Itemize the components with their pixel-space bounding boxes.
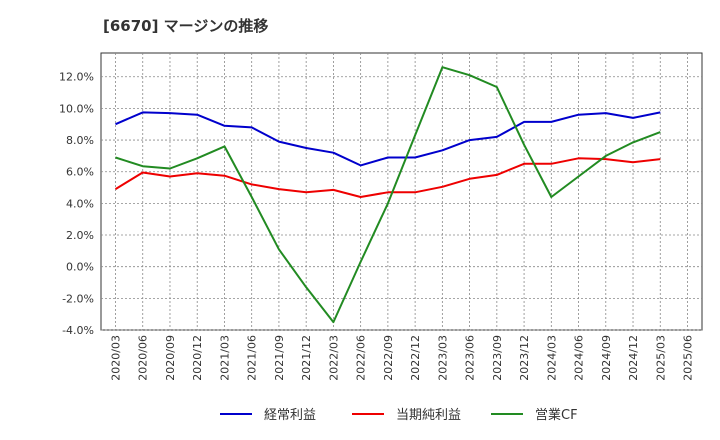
x-tick-label: 2023/03 bbox=[436, 335, 449, 381]
x-tick-label: 2023/09 bbox=[491, 335, 504, 381]
x-tick-label: 2020/03 bbox=[110, 335, 123, 381]
chart-title: [6670] マージンの推移 bbox=[103, 17, 268, 35]
x-tick-label: 2022/03 bbox=[327, 335, 340, 381]
x-tick-label: 2022/06 bbox=[355, 335, 368, 381]
y-tick-label: -2.0% bbox=[62, 292, 94, 305]
x-tick-label: 2024/06 bbox=[573, 335, 586, 381]
y-tick-label: 12.0% bbox=[59, 71, 94, 84]
x-tick-label: 2020/09 bbox=[164, 335, 177, 381]
x-tick-label: 2023/12 bbox=[518, 335, 531, 381]
series-line-1 bbox=[115, 111, 661, 167]
series-line-2 bbox=[114, 157, 661, 198]
plot-area: -4.0% -2.0% 0.0% 2.0% 4.0% 6.0% 8.0% 10.0% 12.0%… bbox=[59, 52, 703, 381]
y-tick-label: 6.0% bbox=[66, 166, 94, 179]
y-tick-label: 4.0% bbox=[66, 197, 94, 210]
x-tick-label: 2021/09 bbox=[273, 335, 286, 381]
series-line-3 bbox=[115, 66, 661, 324]
legend-label: 当期純利益 bbox=[396, 408, 461, 423]
y-tick-label: 2.0% bbox=[66, 229, 94, 242]
y-tick-label: 0.0% bbox=[66, 261, 94, 274]
y-tick-label: 10.0% bbox=[59, 102, 94, 115]
x-tick-label: 2024/12 bbox=[627, 335, 640, 381]
x-tick-label: 2021/12 bbox=[300, 335, 313, 381]
x-tick-label: 2025/06 bbox=[682, 335, 695, 381]
x-tick-label: 2021/03 bbox=[218, 335, 231, 381]
legend-label: 営業CF bbox=[535, 407, 578, 423]
y-tick-label: -4.0% bbox=[62, 324, 94, 337]
x-tick-label: 2021/06 bbox=[246, 335, 259, 381]
x-tick-label: 2020/12 bbox=[191, 335, 204, 381]
x-tick-label: 2024/03 bbox=[545, 335, 558, 381]
x-tick-label: 2024/09 bbox=[600, 335, 613, 381]
legend: 経常利益 当期純利益 営業CF bbox=[220, 407, 578, 423]
x-tick-label: 2020/06 bbox=[137, 335, 150, 381]
x-tick-label: 2022/12 bbox=[409, 335, 422, 381]
x-tick-label: 2025/03 bbox=[654, 335, 667, 381]
x-tick-label: 2022/09 bbox=[382, 335, 395, 381]
y-tick-label: 8.0% bbox=[66, 134, 94, 147]
x-tick-label: 2023/06 bbox=[464, 335, 477, 381]
legend-label: 経常利益 bbox=[264, 408, 316, 423]
